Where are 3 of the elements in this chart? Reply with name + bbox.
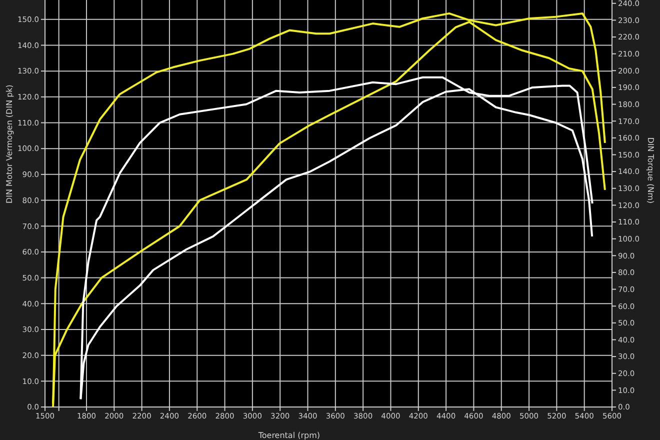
x-axis-title: Toerental (rpm) xyxy=(257,431,320,440)
y-axis-title: DIN Motor Vermogen (DIN pk) xyxy=(4,84,14,204)
y2-axis-title: DIN Torque (Nm) xyxy=(646,137,656,204)
